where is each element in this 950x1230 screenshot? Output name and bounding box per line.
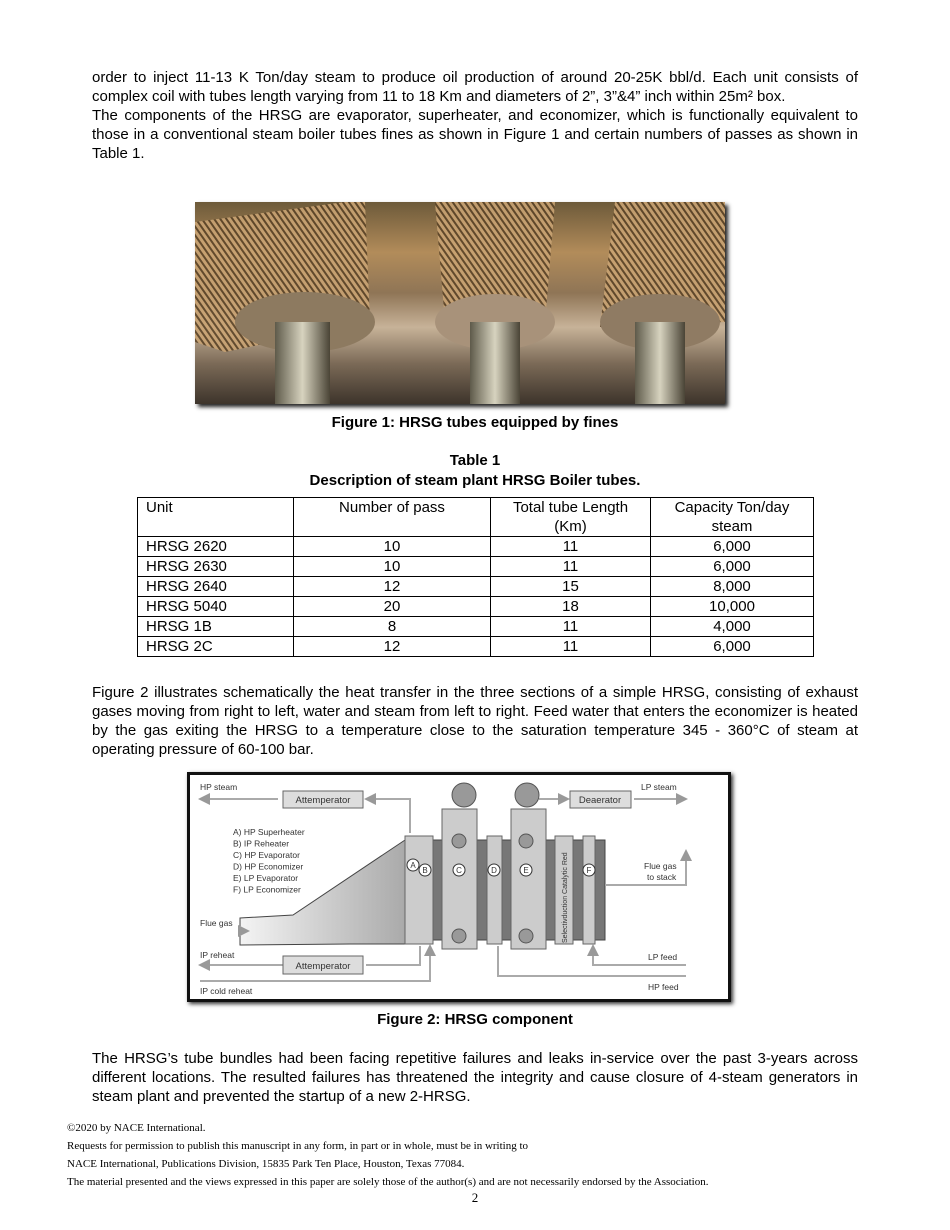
lp-feed-label: LP feed — [648, 952, 677, 962]
section-marker-label: E — [523, 866, 528, 875]
cell-capacity: 10,000 — [650, 596, 814, 617]
figure-1-photo — [195, 202, 725, 404]
legend-item: E) LP Evaporator — [233, 873, 298, 883]
cell-capacity: 6,000 — [650, 636, 814, 657]
cell-length: 11 — [490, 616, 651, 637]
legend-item: F) LP Economizer — [233, 885, 301, 895]
ip-reheat-label: IP reheat — [200, 950, 235, 960]
header-capacity: Capacity Ton/day steam — [650, 497, 814, 537]
cell-capacity: 6,000 — [650, 556, 814, 577]
header-passes: Number of pass — [293, 497, 491, 537]
footer-copyright: ©2020 by NACE International. — [67, 1122, 206, 1134]
cell-unit: HRSG 2640 — [137, 576, 294, 597]
cell-length: 11 — [490, 556, 651, 577]
flue-gas-label: Flue gas — [200, 918, 233, 928]
legend-item: A) HP Superheater — [233, 827, 305, 837]
figure-2-diagram: Attemperator Attemperator Deaerator HP s… — [187, 772, 731, 1002]
intro-paragraph-1: order to inject 11-13 K Ton/day steam to… — [92, 69, 858, 105]
table-header-row: Unit Number of pass Total tube Length (K… — [137, 497, 814, 537]
attemperator-bottom-label: Attemperator — [296, 961, 351, 972]
cell-capacity: 8,000 — [650, 576, 814, 597]
table-row: HRSG 2640 12 15 8,000 — [137, 576, 814, 597]
cell-length: 11 — [490, 636, 651, 657]
section-marker: D — [487, 863, 501, 877]
section-marker-label: B — [422, 866, 427, 875]
footer: ©2020 by NACE International. Requests fo… — [67, 1119, 708, 1191]
cell-passes: 10 — [293, 556, 491, 577]
section-marker: A — [406, 858, 420, 872]
section-marker: B — [418, 863, 432, 877]
cell-capacity: 4,000 — [650, 616, 814, 637]
hp-steam-label: HP steam — [200, 782, 237, 792]
intro-text: order to inject 11-13 K Ton/day steam to… — [92, 68, 858, 163]
table-row: HRSG 1B 8 11 4,000 — [137, 616, 814, 637]
table-row: HRSG 2C 12 11 6,000 — [137, 636, 814, 657]
body-paragraph-3: The HRSG’s tube bundles had been facing … — [92, 1050, 858, 1105]
cell-capacity: 6,000 — [650, 536, 814, 557]
footer-disclaimer: The material presented and the views exp… — [67, 1176, 709, 1188]
cell-unit: HRSG 1B — [137, 616, 294, 637]
cell-unit: HRSG 2630 — [137, 556, 294, 577]
table-row: HRSG 5040 20 18 10,000 — [137, 596, 814, 617]
table-1-description: Description of steam plant HRSG Boiler t… — [309, 472, 641, 489]
cell-passes: 20 — [293, 596, 491, 617]
section-marker-label: C — [456, 866, 462, 875]
hrsg-schematic: Attemperator Attemperator Deaerator HP s… — [198, 782, 692, 996]
ip-cold-reheat-label: IP cold reheat — [200, 986, 253, 996]
hp-feed-label: HP feed — [648, 982, 679, 992]
cell-length: 15 — [490, 576, 651, 597]
figure-1-caption: Figure 1: HRSG tubes equipped by fines — [331, 414, 619, 431]
flue-stack-label-2: to stack — [647, 872, 677, 882]
cell-unit: HRSG 5040 — [137, 596, 294, 617]
table-row: HRSG 2630 10 11 6,000 — [137, 556, 814, 577]
table-1-title: Table 1 — [449, 452, 501, 469]
legend-item: B) IP Reheater — [233, 839, 289, 849]
flue-stack-label-1: Flue gas — [644, 861, 677, 871]
cell-passes: 8 — [293, 616, 491, 637]
section-marker-label: D — [491, 866, 497, 875]
cell-unit: HRSG 2C — [137, 636, 294, 657]
cell-unit: HRSG 2620 — [137, 536, 294, 557]
header-unit: Unit — [137, 497, 294, 537]
deaerator-label: Deaerator — [579, 795, 621, 806]
footer-permission: Requests for permission to publish this … — [67, 1140, 529, 1152]
section-marker-label: F — [587, 866, 592, 875]
table-row: HRSG 2620 10 11 6,000 — [137, 536, 814, 557]
cell-passes: 12 — [293, 576, 491, 597]
header-length: Total tube Length (Km) — [490, 497, 651, 537]
figure-2-caption: Figure 2: HRSG component — [377, 1011, 573, 1028]
lp-steam-label: LP steam — [641, 782, 677, 792]
finned-tubes-image — [195, 202, 725, 404]
hrsg-table: Unit Number of pass Total tube Length (K… — [137, 497, 814, 657]
page-number: 2 — [471, 1190, 479, 1205]
scr-label: Selectivduction Catalytic Red — [562, 852, 569, 943]
cell-passes: 12 — [293, 636, 491, 657]
body-paragraph-2: Figure 2 illustrates schematically the h… — [92, 684, 858, 758]
section-marker: E — [519, 863, 533, 877]
legend-item: D) HP Economizer — [233, 862, 303, 872]
cell-passes: 10 — [293, 536, 491, 557]
legend-item: C) HP Evaporator — [233, 850, 300, 860]
attemperator-top-label: Attemperator — [296, 795, 351, 806]
footer-address: NACE International, Publications Divisio… — [67, 1158, 465, 1170]
intro-paragraph-2: The components of the HRSG are evaporato… — [92, 107, 858, 162]
cell-length: 18 — [490, 596, 651, 617]
section-marker-label: A — [410, 861, 416, 870]
section-marker: F — [582, 863, 596, 877]
cell-length: 11 — [490, 536, 651, 557]
section-marker: C — [452, 863, 466, 877]
